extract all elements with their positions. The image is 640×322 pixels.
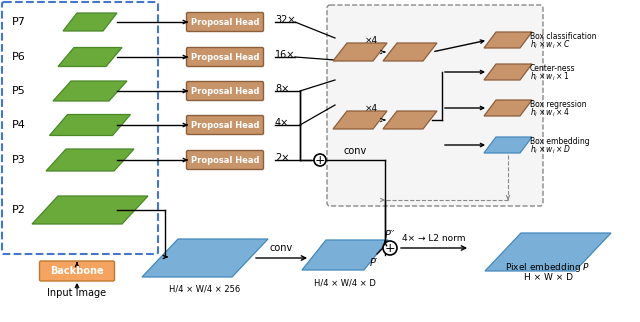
Text: $h_i \times w_i \times C$: $h_i \times w_i \times C$ (530, 39, 570, 51)
Text: Proposal Head: Proposal Head (191, 17, 259, 26)
Text: P2: P2 (12, 205, 26, 215)
Text: Input Image: Input Image (47, 288, 107, 298)
Text: P6: P6 (12, 52, 26, 62)
Polygon shape (333, 43, 387, 61)
Text: Backbone: Backbone (50, 266, 104, 276)
Text: 32×: 32× (275, 15, 296, 25)
Text: Center-ness: Center-ness (530, 63, 575, 72)
Polygon shape (484, 137, 532, 153)
FancyBboxPatch shape (186, 81, 264, 100)
Text: Box regression: Box regression (530, 99, 586, 109)
Text: 16×: 16× (275, 50, 296, 60)
Text: H/4 × W/4 × D: H/4 × W/4 × D (314, 279, 376, 288)
Polygon shape (32, 196, 148, 224)
Text: H/4 × W/4 × 256: H/4 × W/4 × 256 (170, 284, 241, 293)
Text: conv: conv (344, 146, 367, 156)
Text: P7: P7 (12, 17, 26, 27)
Text: Proposal Head: Proposal Head (191, 52, 259, 62)
Polygon shape (46, 149, 134, 171)
Text: 4×: 4× (275, 118, 289, 128)
FancyBboxPatch shape (40, 261, 115, 281)
Text: 8×: 8× (275, 84, 289, 94)
Text: ×4: ×4 (364, 35, 378, 44)
Text: $h_i \times w_i \times D$: $h_i \times w_i \times D$ (530, 144, 571, 156)
Polygon shape (485, 233, 611, 271)
Polygon shape (484, 100, 532, 116)
Text: Box embedding: Box embedding (530, 137, 589, 146)
Text: Box classification: Box classification (530, 32, 596, 41)
Text: H × W × D: H × W × D (524, 273, 573, 282)
Text: P5: P5 (12, 86, 26, 96)
Text: Pixel embedding $P$: Pixel embedding $P$ (506, 261, 591, 274)
Polygon shape (53, 81, 127, 101)
Polygon shape (142, 239, 268, 277)
Text: +: + (385, 242, 396, 254)
Polygon shape (333, 111, 387, 129)
FancyBboxPatch shape (186, 116, 264, 135)
Text: 4× → L2 norm: 4× → L2 norm (403, 234, 466, 243)
Text: 2×: 2× (275, 153, 289, 163)
Text: Proposal Head: Proposal Head (191, 156, 259, 165)
FancyBboxPatch shape (186, 48, 264, 67)
FancyBboxPatch shape (186, 150, 264, 169)
Polygon shape (49, 115, 131, 136)
Polygon shape (383, 111, 437, 129)
Text: $h_i \times w_i \times 1$: $h_i \times w_i \times 1$ (530, 71, 570, 83)
Text: ×4: ×4 (364, 103, 378, 112)
FancyBboxPatch shape (186, 13, 264, 32)
Text: P′: P′ (370, 258, 378, 268)
Circle shape (314, 154, 326, 166)
Text: Proposal Head: Proposal Head (191, 120, 259, 129)
Text: $h_i \times w_i \times 4$: $h_i \times w_i \times 4$ (530, 107, 570, 119)
Polygon shape (58, 48, 122, 67)
FancyBboxPatch shape (2, 2, 158, 254)
Text: P′′: P′′ (385, 230, 395, 240)
Text: +: + (315, 154, 325, 166)
FancyBboxPatch shape (327, 5, 543, 206)
Polygon shape (484, 32, 532, 48)
Text: Proposal Head: Proposal Head (191, 87, 259, 96)
Polygon shape (63, 13, 117, 31)
Polygon shape (302, 240, 388, 270)
Polygon shape (383, 43, 437, 61)
Text: conv: conv (269, 243, 292, 253)
Polygon shape (484, 64, 532, 80)
Circle shape (383, 241, 397, 255)
Text: P3: P3 (12, 155, 26, 165)
Text: P4: P4 (12, 120, 26, 130)
